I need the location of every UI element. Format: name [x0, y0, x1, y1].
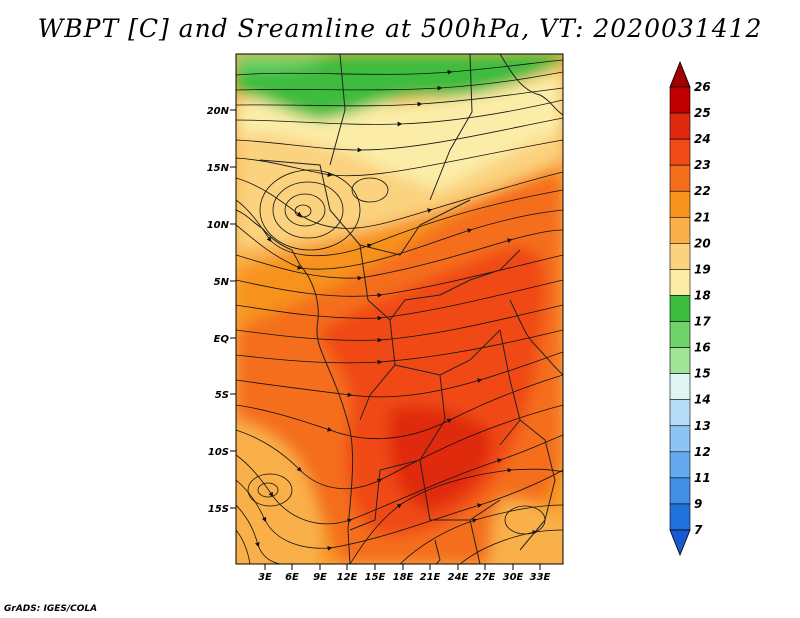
colorbar-labels: 26 25 24 23 22 21 20 19 18 17 16 15 14 13 12 11 9 7 — [694, 80, 711, 537]
colorbar-cell — [669, 373, 691, 401]
lon-label-18e: 18E — [393, 572, 414, 583]
country-boundaries — [236, 54, 563, 564]
colorbar-label: 16 — [694, 341, 711, 355]
lat-label-eq: EQ — [214, 334, 230, 345]
grads-credit: GrADS: IGES/COLA — [4, 604, 98, 614]
circulation-ring-sw — [247, 473, 293, 507]
colorbar-cell — [669, 216, 691, 244]
region-pale-yellow — [236, 70, 563, 190]
lat-label-10n: 10N — [207, 220, 230, 231]
colorbar: 26 25 24 23 22 21 20 19 18 17 16 15 14 13 12 11 9 7 — [669, 60, 711, 557]
colorbar-label: 12 — [694, 445, 711, 459]
longitude-labels: 3E 6E 9E 12E 15E 18E 21E 24E 27E 30E 33E — [258, 572, 550, 583]
circulation-ring-mid — [272, 181, 344, 239]
colorbar-cells — [669, 86, 691, 531]
lon-label-9e: 9E — [313, 572, 327, 583]
colorbar-cell — [669, 321, 691, 348]
lon-label-24e: 24E — [448, 572, 469, 583]
colorbar-cell — [669, 347, 691, 374]
colorbar-cell — [669, 112, 691, 140]
colorbar-label: 14 — [694, 393, 711, 407]
colorbar-cell — [669, 164, 691, 192]
map-title: WBPT [C] and Sreamline at 500hPa, VT: 20… — [37, 14, 763, 43]
circulation-ring-core — [294, 204, 312, 218]
colorbar-label: 9 — [694, 497, 702, 511]
colorbar-label: 19 — [694, 262, 711, 276]
longitude-axis — [264, 564, 541, 570]
colorbar-label: 15 — [694, 367, 711, 381]
lon-label-6e: 6E — [285, 572, 299, 583]
lat-label-5n: 5N — [214, 277, 230, 288]
colorbar-label: 17 — [694, 315, 711, 329]
lon-label-15e: 15E — [365, 572, 386, 583]
colorbar-cell — [669, 269, 691, 296]
lon-label-3e: 3E — [258, 572, 272, 583]
colorbar-bottom-triangle — [669, 529, 691, 557]
colorbar-label: 11 — [694, 471, 711, 485]
colorbar-cell — [669, 451, 691, 479]
streamlines — [236, 59, 563, 564]
colorbar-cell — [669, 295, 691, 322]
colorbar-cell — [669, 425, 691, 453]
lat-label-15s: 15S — [208, 504, 229, 515]
lat-label-20n: 20N — [207, 106, 230, 117]
lon-label-12e: 12E — [337, 572, 358, 583]
colorbar-cell — [669, 399, 691, 427]
lon-label-33e: 33E — [530, 572, 551, 583]
lat-label-15n: 15N — [207, 163, 230, 174]
lon-label-21e: 21E — [420, 572, 441, 583]
lat-label-5s: 5S — [215, 390, 229, 401]
colorbar-label: 24 — [694, 132, 711, 146]
region-green — [236, 54, 563, 120]
colorbar-label: 13 — [694, 419, 711, 433]
colorbar-label: 7 — [694, 523, 703, 537]
colorbar-label: 25 — [694, 106, 711, 120]
colorbar-cell — [669, 138, 691, 166]
colorbar-top-triangle — [669, 60, 691, 88]
colorbar-cell — [669, 503, 691, 531]
colorbar-cell — [669, 190, 691, 218]
colorbar-label: 22 — [694, 184, 711, 198]
region-green-light — [236, 54, 330, 71]
colorbar-label: 21 — [694, 210, 711, 224]
colorbar-label: 26 — [694, 80, 711, 94]
latitude-axis — [230, 109, 236, 509]
colorbar-cell — [669, 477, 691, 505]
lon-label-27e: 27E — [475, 572, 496, 583]
map-frame — [235, 53, 564, 565]
colorbar-label: 23 — [694, 158, 711, 172]
circulation-ring-outer — [259, 169, 361, 251]
colorbar-cell — [669, 243, 691, 270]
latitude-labels: 20N 15N 10N 5N EQ 5S 10S 15S — [207, 106, 230, 515]
circulation-ring-north — [351, 177, 389, 203]
colorbar-label: 18 — [694, 288, 711, 302]
wbpt-shading — [236, 54, 563, 564]
circulation-ring-sw-inner — [257, 482, 279, 498]
colorbar-label: 20 — [694, 236, 711, 250]
circulation-ring-inner — [284, 193, 326, 227]
colorbar-cell — [669, 86, 691, 114]
lon-label-30e: 30E — [503, 572, 524, 583]
lat-label-10s: 10S — [208, 447, 229, 458]
region-southeast-light — [490, 498, 563, 564]
